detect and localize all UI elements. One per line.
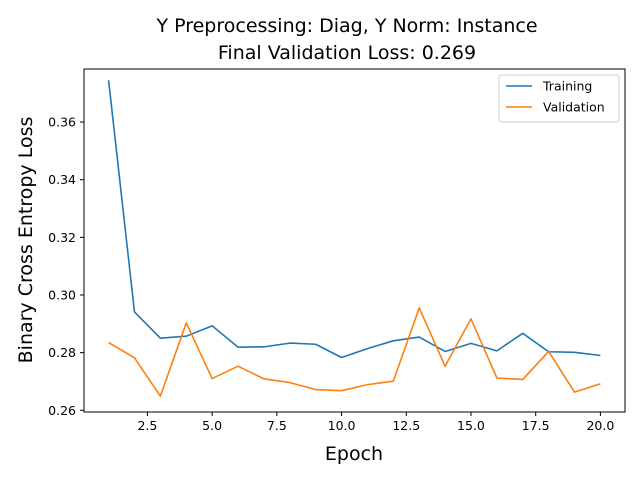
series-line-validation xyxy=(108,307,601,397)
x-tick-label: 7.5 xyxy=(267,418,287,433)
chart-title: Y Preprocessing: Diag, Y Norm: Instance xyxy=(155,15,537,37)
plot-area: 2.5 5.0 7.5 10.0 12.5 15.0 17.5 20.0 0.26 0.28 0.3… xyxy=(48,80,614,433)
plot-frame xyxy=(83,68,626,413)
y-tick-label: 0.36 xyxy=(48,115,76,130)
x-tick-label: 12.5 xyxy=(392,418,420,433)
y-tick-label: 0.28 xyxy=(48,345,76,360)
y-tick-label: 0.32 xyxy=(48,230,76,245)
x-axis-label: Epoch xyxy=(325,443,383,465)
chart-subtitle: Final Validation Loss: 0.269 xyxy=(218,42,476,64)
series-line-training xyxy=(107,80,601,359)
x-tick-label: 20.0 xyxy=(586,418,614,433)
x-tick-label: 17.5 xyxy=(522,418,550,433)
y-axis-label: Binary Cross Entropy Loss xyxy=(15,117,37,364)
x-tick-label: 10.0 xyxy=(328,418,356,433)
y-tick-label: 0.34 xyxy=(48,172,76,187)
x-tick-label: 5.0 xyxy=(202,418,222,433)
legend-label-training: Training xyxy=(542,79,592,94)
y-tick-label: 0.26 xyxy=(48,403,76,418)
x-tick-label: 15.0 xyxy=(457,418,485,433)
x-tick-label: 2.5 xyxy=(137,418,157,433)
y-tick-label: 0.30 xyxy=(48,287,76,302)
legend: Training Validation xyxy=(498,74,620,123)
legend-label-validation: Validation xyxy=(543,100,605,115)
